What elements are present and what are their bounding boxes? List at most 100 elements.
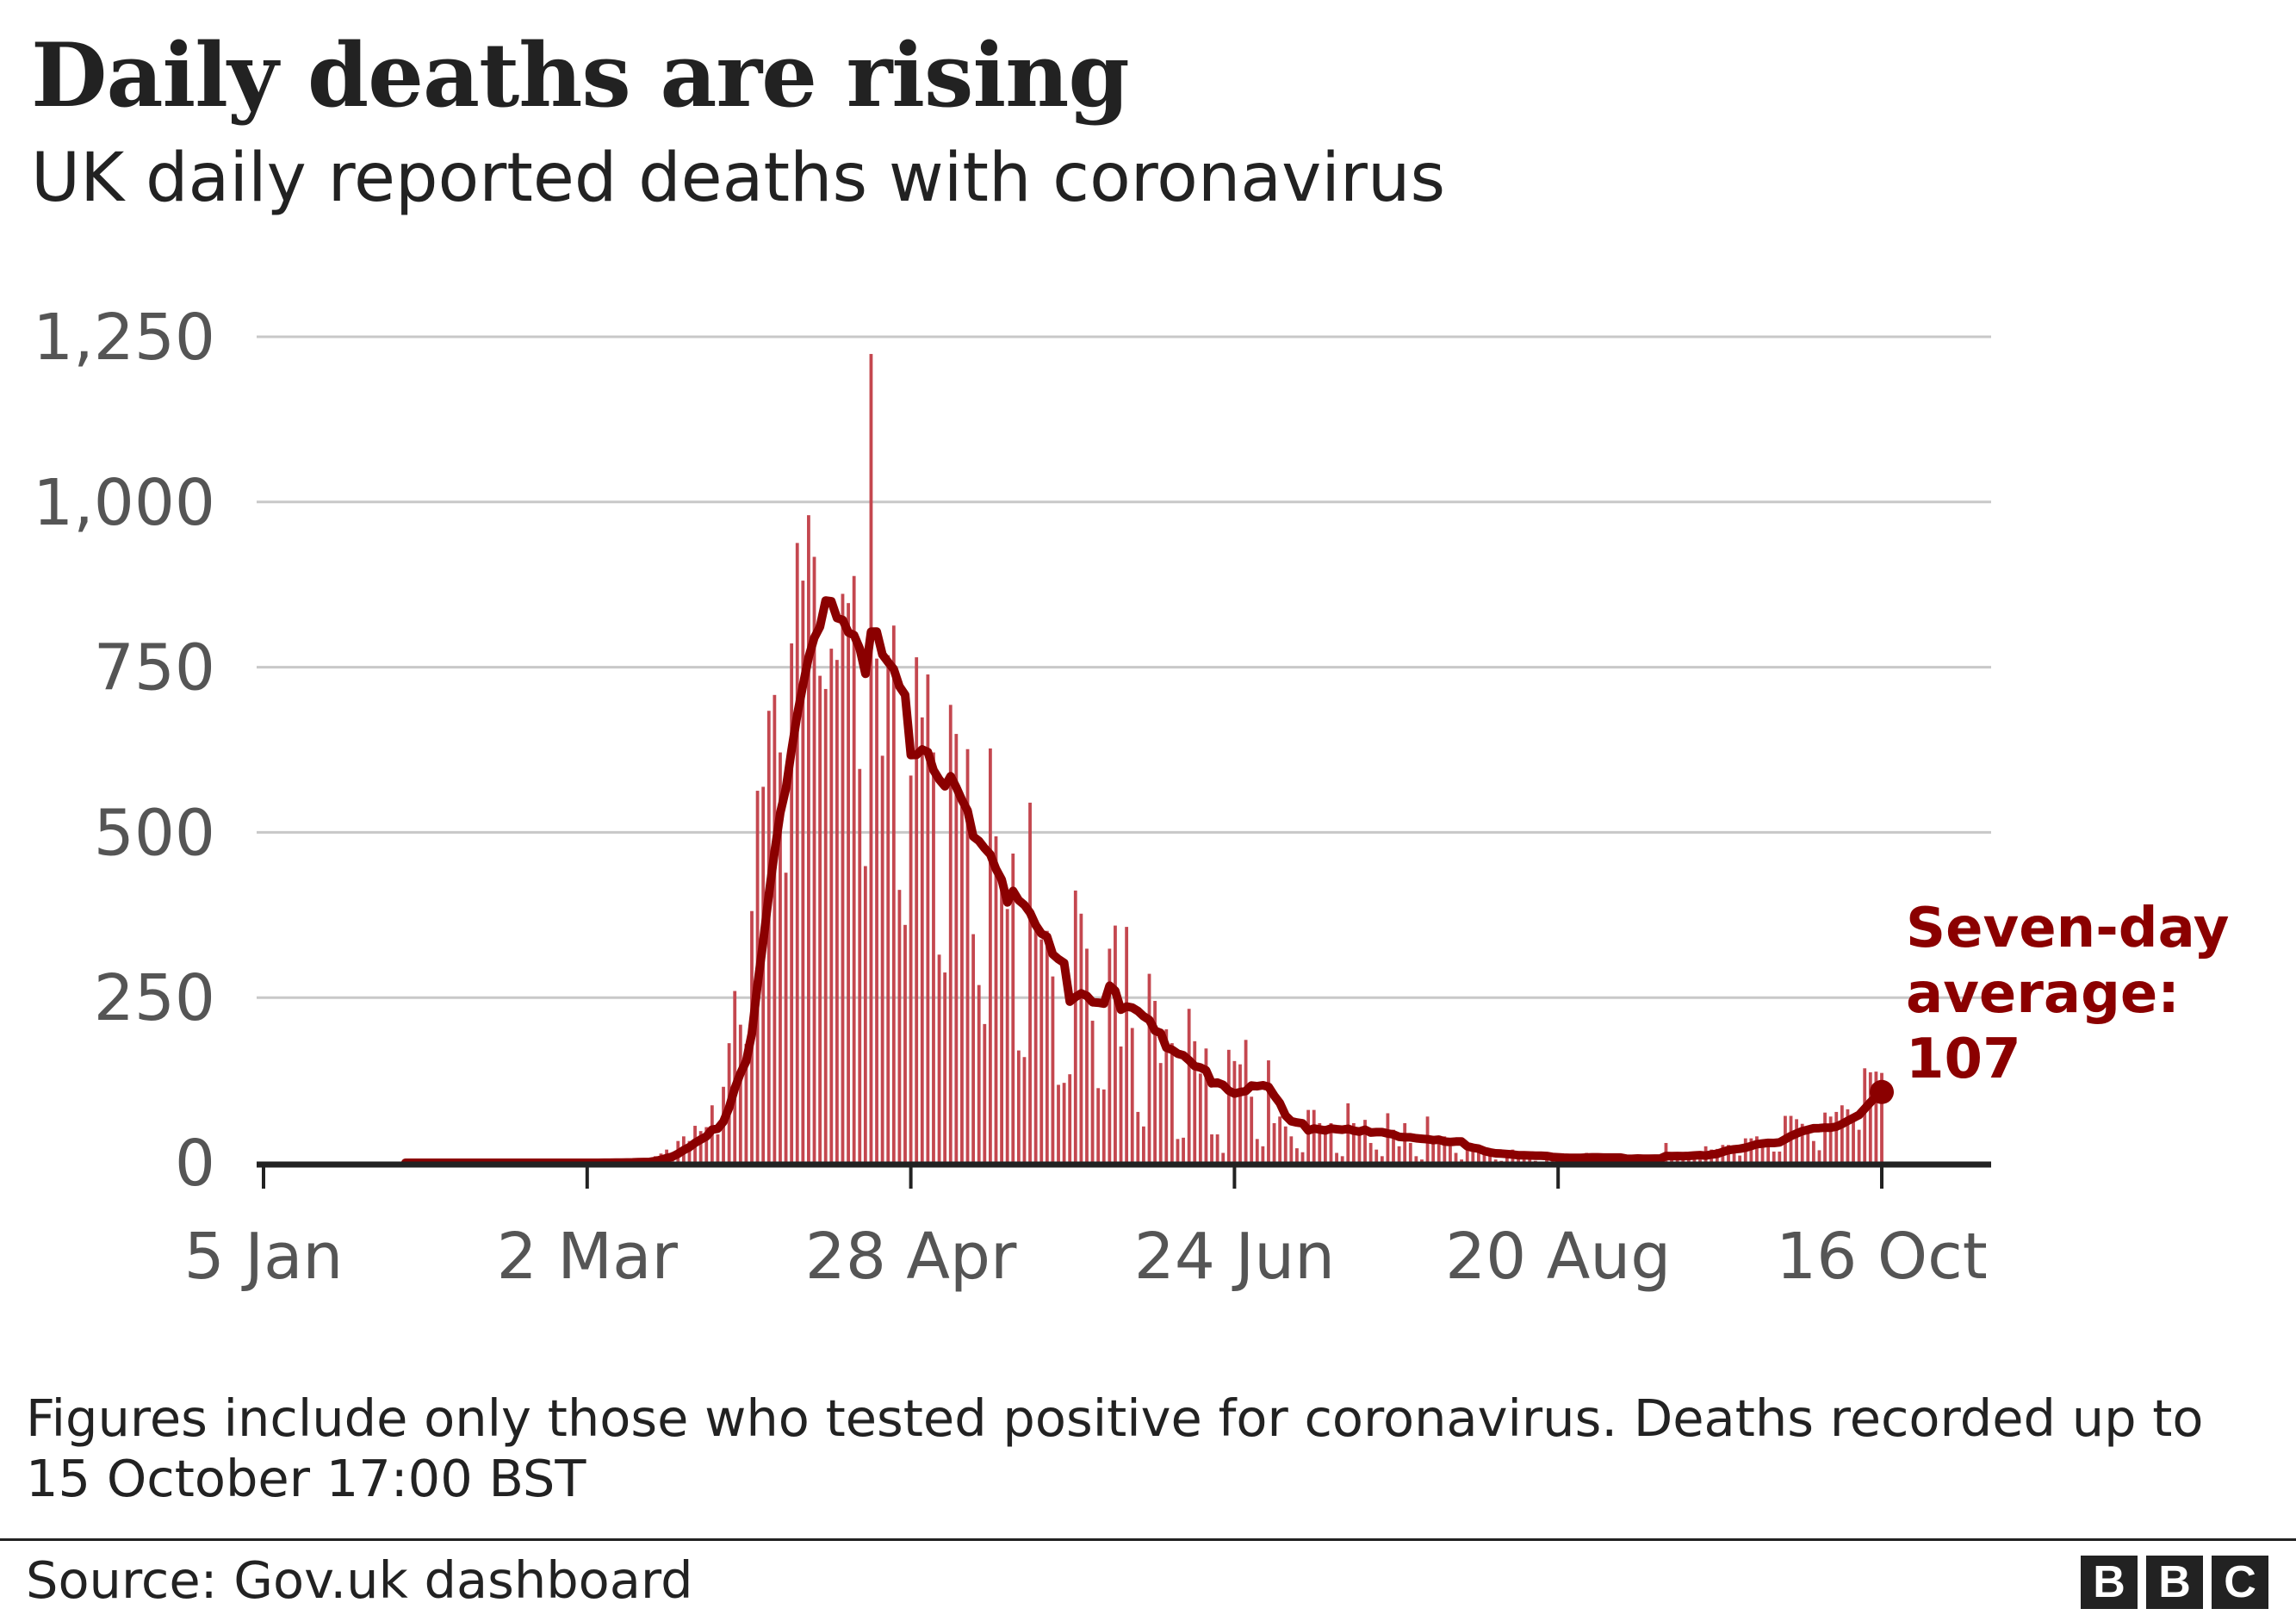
bar	[1306, 1109, 1311, 1163]
bar	[943, 972, 947, 1163]
bar	[1272, 1122, 1276, 1163]
annotation-value: 107	[1906, 1028, 2021, 1091]
bar	[1340, 1156, 1344, 1163]
bar	[1403, 1122, 1407, 1163]
bar	[784, 873, 788, 1163]
bar	[1164, 1029, 1169, 1163]
bar	[1800, 1123, 1804, 1163]
bar	[779, 752, 782, 1163]
bar	[795, 543, 799, 1163]
bar	[1351, 1122, 1356, 1163]
bar	[1158, 1063, 1163, 1163]
bar	[1119, 1046, 1123, 1163]
bar	[1232, 1060, 1237, 1163]
bar	[1057, 1084, 1060, 1163]
bar	[1454, 1152, 1458, 1163]
bar	[1261, 1146, 1265, 1163]
bar	[1846, 1109, 1850, 1163]
x-tick-label: 16 Oct	[1776, 1220, 1988, 1294]
bar	[1397, 1146, 1401, 1163]
bar	[1062, 1083, 1066, 1163]
bar	[1068, 1074, 1072, 1163]
bar	[1045, 930, 1049, 1163]
bar	[920, 717, 924, 1163]
bar	[1215, 1134, 1219, 1163]
bar	[1443, 1136, 1447, 1163]
bar	[1295, 1148, 1299, 1163]
bar	[1011, 853, 1015, 1163]
bar	[909, 775, 913, 1163]
bar	[875, 658, 878, 1163]
chart-title: Daily deaths are rising	[31, 24, 1130, 127]
bar	[1374, 1149, 1379, 1163]
bar	[766, 711, 771, 1163]
bar	[1460, 1159, 1464, 1163]
bbc-logo-block: B	[2146, 1556, 2203, 1609]
bar	[1090, 1021, 1095, 1163]
x-axis: 5 Jan 2 Mar 28 Apr 24 Jun 20 Aug 16 Oct	[184, 1161, 1991, 1294]
bar	[1114, 925, 1117, 1163]
bar	[1250, 1096, 1254, 1163]
bar	[1868, 1071, 1872, 1163]
bar	[852, 575, 856, 1163]
bar	[1226, 1049, 1231, 1163]
footnote: Figures include only those who tested po…	[26, 1388, 2296, 1509]
bar	[738, 1024, 742, 1163]
bar	[1170, 1043, 1174, 1163]
bar	[1852, 1120, 1855, 1163]
bar	[1079, 913, 1083, 1163]
bar	[886, 655, 890, 1163]
bar	[1051, 976, 1055, 1163]
bar	[1244, 1040, 1248, 1163]
bar	[1193, 1040, 1197, 1163]
bar	[863, 866, 867, 1163]
bar	[1255, 1139, 1259, 1163]
bar	[897, 890, 902, 1163]
bar	[835, 660, 839, 1163]
bar	[1528, 1157, 1532, 1163]
bar	[960, 806, 964, 1163]
bar	[716, 1134, 720, 1163]
daily-bars	[602, 353, 1883, 1163]
bar	[1493, 1159, 1498, 1163]
bar	[1437, 1142, 1441, 1163]
bar	[1681, 1158, 1685, 1163]
bbc-logo-block: B	[2081, 1556, 2138, 1609]
bar	[1386, 1113, 1390, 1163]
bar	[932, 752, 935, 1163]
bar	[790, 643, 794, 1163]
bar	[1828, 1116, 1833, 1163]
bar	[1766, 1140, 1771, 1163]
footnote-line-2: 15 October 17:00 BST	[26, 1449, 586, 1508]
bar	[1811, 1140, 1815, 1163]
bar	[858, 768, 862, 1163]
average-annotation: Seven-day average: 107	[1906, 896, 2230, 1092]
bar	[829, 649, 834, 1163]
bar	[1312, 1109, 1316, 1163]
bar	[1476, 1149, 1480, 1163]
bar	[1028, 802, 1032, 1163]
bar	[1073, 890, 1077, 1163]
bar	[1732, 1151, 1736, 1163]
y-tick-label: 0	[175, 1127, 215, 1201]
x-tick-label: 20 Aug	[1445, 1220, 1671, 1294]
bar	[1204, 1048, 1208, 1163]
bar	[1392, 1129, 1395, 1163]
bar	[1408, 1142, 1412, 1163]
bar	[891, 625, 896, 1163]
bar	[1363, 1120, 1367, 1163]
bar	[954, 734, 959, 1163]
bar	[1283, 1126, 1288, 1163]
bar	[818, 675, 822, 1163]
bar	[915, 657, 919, 1163]
bar	[1142, 1126, 1145, 1163]
bar	[1016, 1050, 1021, 1163]
bar	[1335, 1152, 1338, 1163]
annotation-line-2: average:	[1906, 962, 2180, 1026]
average-end-marker	[1870, 1079, 1894, 1104]
bar	[801, 581, 805, 1163]
bar	[1000, 879, 1003, 1163]
bar	[1187, 1009, 1191, 1163]
bar	[937, 954, 941, 1163]
bar	[948, 705, 953, 1163]
